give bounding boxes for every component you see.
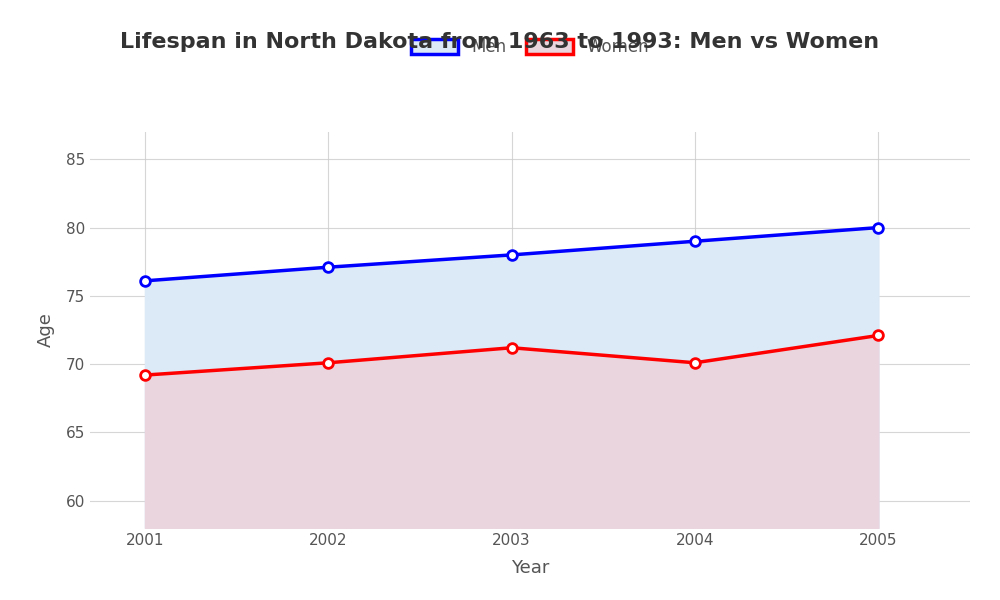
X-axis label: Year: Year xyxy=(511,559,549,577)
Y-axis label: Age: Age xyxy=(37,313,55,347)
Legend: Men, Women: Men, Women xyxy=(403,29,657,64)
Text: Lifespan in North Dakota from 1963 to 1993: Men vs Women: Lifespan in North Dakota from 1963 to 19… xyxy=(120,32,880,52)
